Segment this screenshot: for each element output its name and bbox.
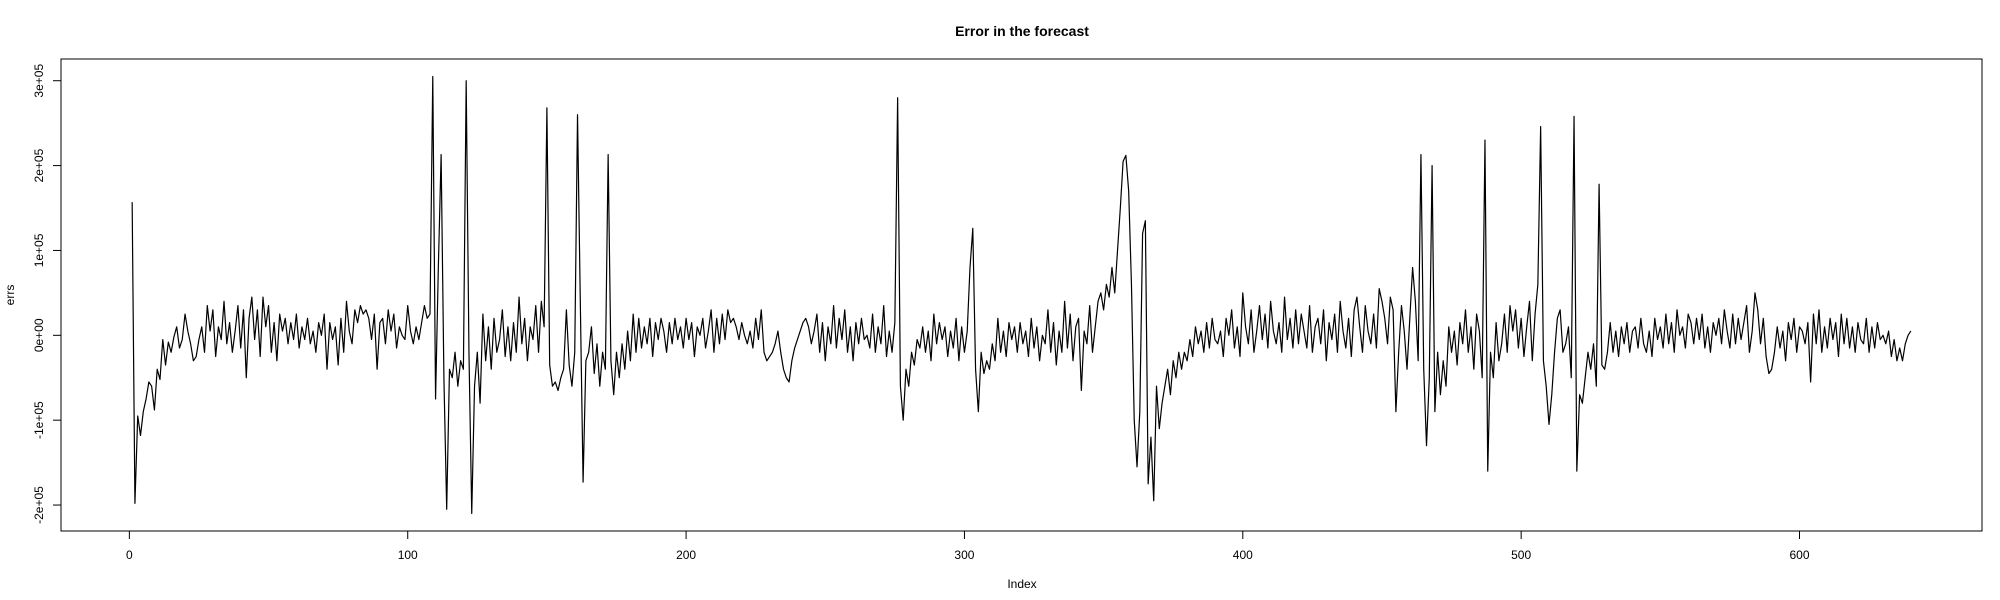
y-tick-label: -1e+05 <box>32 401 46 439</box>
x-tick-label: 600 <box>1789 548 1809 562</box>
plot-frame <box>60 58 1983 532</box>
chart-title: Error in the forecast <box>955 23 1089 39</box>
x-axis-label: Index <box>1007 577 1036 591</box>
y-tick-label: 0e+00 <box>32 318 46 352</box>
x-tick-label: 300 <box>954 548 974 562</box>
y-tick-label: -2e+05 <box>32 486 46 524</box>
x-tick-label: 400 <box>1233 548 1253 562</box>
x-tick-label: 500 <box>1511 548 1531 562</box>
x-tick-label: 0 <box>126 548 133 562</box>
y-tick-label: 2e+05 <box>32 148 46 182</box>
y-tick-label: 3e+05 <box>32 64 46 98</box>
y-tick-label: 1e+05 <box>32 233 46 267</box>
series-line <box>131 75 1912 515</box>
x-tick-label: 100 <box>398 548 418 562</box>
y-axis-label: errs <box>3 285 17 306</box>
x-tick-label: 200 <box>676 548 696 562</box>
